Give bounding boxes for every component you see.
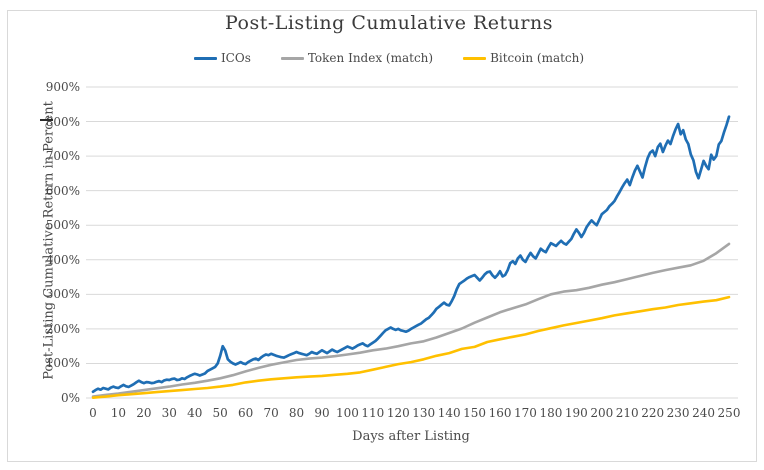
y-tick-label: 600% bbox=[45, 183, 80, 198]
x-tick-label: 180 bbox=[539, 406, 563, 420]
legend-item-bitcoin-match: Bitcoin (match) bbox=[463, 51, 584, 65]
x-tick-label: 170 bbox=[514, 406, 537, 420]
x-tick-label: 190 bbox=[564, 406, 588, 420]
y-tick-label: 200% bbox=[45, 321, 80, 336]
series-line-token-index-match bbox=[91, 242, 731, 398]
series-line-bitcoin-match bbox=[91, 295, 731, 400]
legend-label: Token Index (match) bbox=[307, 51, 434, 65]
legend-label: Bitcoin (match) bbox=[490, 51, 585, 65]
x-tick-label: 90 bbox=[314, 406, 330, 420]
x-tick-label: 20 bbox=[136, 406, 152, 420]
y-axis-title: Post-Listing Cumulative Return in Percen… bbox=[41, 101, 57, 380]
x-tick-label: 220 bbox=[641, 406, 665, 420]
x-tick-label: 110 bbox=[361, 406, 385, 420]
y-tick-label: 300% bbox=[45, 287, 80, 302]
x-tick-label: 130 bbox=[412, 406, 436, 420]
x-tick-label: 230 bbox=[666, 406, 690, 420]
x-tick-label: 120 bbox=[386, 406, 410, 420]
x-tick-label: 0 bbox=[89, 406, 97, 420]
legend: ICOs Token Index (match) Bitcoin (match) bbox=[0, 51, 764, 65]
x-tick-label: 80 bbox=[288, 406, 305, 420]
x-tick-label: 40 bbox=[187, 406, 203, 420]
legend-item-icos: ICOs bbox=[193, 51, 251, 65]
x-tick-label: 160 bbox=[488, 406, 512, 420]
legend-swatch bbox=[280, 56, 304, 60]
x-tick-label: 10 bbox=[110, 406, 127, 420]
x-tick-label: 250 bbox=[717, 406, 741, 420]
legend-label: ICOs bbox=[220, 51, 251, 65]
legend-swatch bbox=[193, 56, 217, 60]
x-axis-title: Days after Listing bbox=[352, 429, 470, 444]
y-tick-label: 500% bbox=[45, 218, 80, 233]
x-tick-label: 150 bbox=[463, 406, 487, 420]
stray-mark bbox=[40, 119, 53, 121]
series-line-icos bbox=[91, 115, 731, 394]
figure-border bbox=[7, 10, 757, 462]
y-tick-label: 100% bbox=[45, 356, 80, 371]
y-tick-label: 0% bbox=[60, 391, 80, 405]
x-tick-label: 70 bbox=[263, 406, 279, 420]
chart-title: Post-Listing Cumulative Returns bbox=[224, 12, 553, 34]
x-tick-label: 140 bbox=[437, 406, 461, 420]
y-tick-label: 400% bbox=[45, 252, 80, 267]
y-tick-label: 900% bbox=[45, 80, 80, 94]
x-tick-label: 200 bbox=[590, 406, 614, 420]
legend-item-token-index-match: Token Index (match) bbox=[280, 51, 434, 65]
x-tick-label: 50 bbox=[212, 406, 228, 420]
x-tick-label: 60 bbox=[237, 406, 254, 420]
y-tick-label: 800% bbox=[45, 114, 80, 129]
x-tick-label: 240 bbox=[692, 406, 715, 420]
x-tick-label: 30 bbox=[161, 406, 177, 420]
x-tick-label: 210 bbox=[615, 406, 639, 420]
legend-swatch bbox=[463, 56, 487, 60]
x-tick-label: 100 bbox=[335, 406, 359, 420]
y-tick-label: 700% bbox=[45, 149, 80, 164]
